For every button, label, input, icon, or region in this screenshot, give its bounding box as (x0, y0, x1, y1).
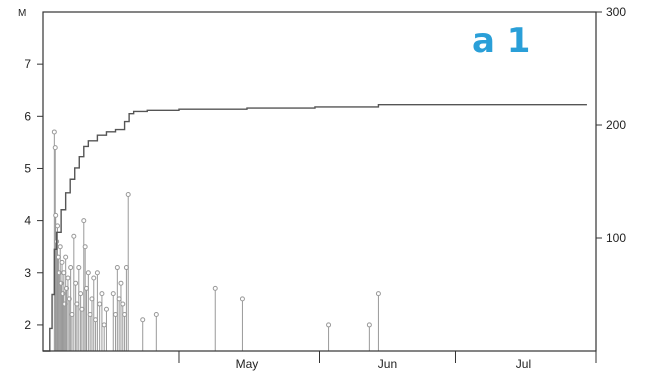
x-axis-tick-label: May (236, 357, 259, 371)
stem-point (97, 301, 103, 307)
left-axis-tick-label: 5 (24, 161, 31, 175)
stem-point (91, 275, 97, 281)
stem-point (153, 311, 159, 317)
stem-point (52, 145, 58, 151)
stem-point (125, 192, 131, 198)
x-axis-tick-label: Jun (378, 357, 397, 371)
left-axis-tick-label: 7 (24, 57, 31, 71)
stem-point (73, 280, 79, 286)
stem-point (82, 244, 88, 250)
stem-point (140, 317, 146, 323)
stem-point (94, 270, 100, 276)
stem-point (103, 306, 109, 312)
stem-point (81, 218, 87, 224)
stem-point (78, 291, 84, 297)
stem-point (71, 233, 77, 239)
right-axis-tick-label: 300 (606, 5, 626, 19)
axes: 2 3 4 5 6 7 100 200 300 May Jun Jul (24, 5, 626, 371)
x-axis-tick-label: Jul (516, 357, 531, 371)
stem-point (57, 244, 63, 250)
stem-point (366, 322, 372, 328)
left-axis-tick-label: 2 (24, 318, 31, 332)
stem-point (326, 322, 332, 328)
stem-point (120, 301, 126, 307)
stem-point (76, 265, 82, 271)
stem-point (59, 259, 65, 265)
left-axis-tick-label: 6 (24, 109, 31, 123)
stem-point (63, 254, 69, 260)
stem-point (110, 291, 116, 297)
left-axis-label: M (18, 8, 26, 19)
stem-point (51, 129, 57, 135)
panel-label: a 1 (472, 21, 530, 61)
stem-point (118, 280, 124, 286)
cumulative-line (43, 103, 587, 352)
left-axis-tick-label: 4 (24, 214, 31, 228)
stem-point (65, 275, 71, 281)
stem-point (212, 285, 218, 291)
stem-point (99, 291, 105, 297)
stem-point (101, 322, 107, 328)
right-axis-tick-label: 100 (606, 231, 626, 245)
stem-point (375, 291, 381, 297)
left-axis-tick-label: 3 (24, 266, 31, 280)
stem-point (53, 212, 59, 218)
right-axis-tick-label: 200 (606, 118, 626, 132)
stem-point (85, 270, 91, 276)
stem-point (68, 265, 74, 271)
stem-series (51, 129, 381, 351)
stem-point (55, 223, 61, 229)
stem-point (114, 265, 120, 271)
stem-point (239, 296, 245, 302)
cumulative-series (43, 103, 587, 352)
